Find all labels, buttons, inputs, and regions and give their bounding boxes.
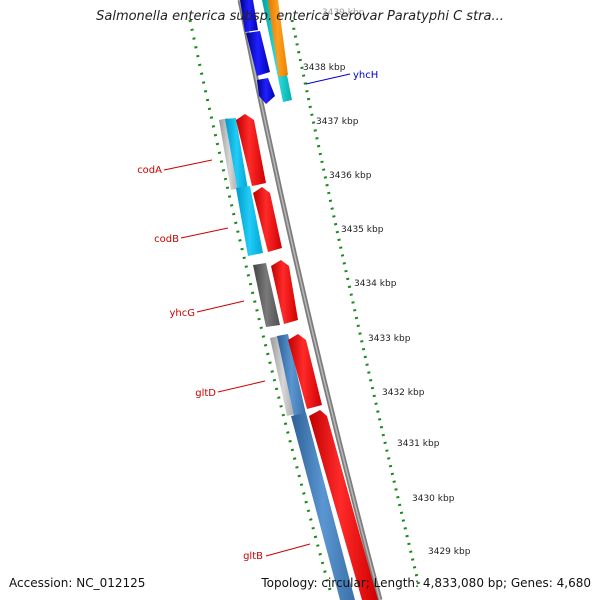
gene-gltD-forward (288, 334, 322, 409)
gene-gltD-blue (277, 334, 306, 416)
gene-forward-top-orange (268, 0, 288, 77)
gene-label-yhcG[interactable]: yhcG (169, 308, 195, 319)
gene-codA-forward (236, 114, 266, 186)
gene-reverse-top (240, 0, 258, 32)
gene-yhcG-forward (271, 260, 298, 324)
gene-labels: yhcH codA codB yhcG gltD gltB (137, 70, 378, 562)
tick-label: 3436 kbp (329, 171, 372, 181)
tick-label: 3437 kbp (316, 117, 359, 127)
tick-label: 3429 kbp (428, 547, 471, 557)
gene-reverse-small (257, 78, 275, 104)
gene-label-yhcH[interactable]: yhcH (353, 70, 378, 81)
tick-label: 3431 kbp (397, 439, 440, 449)
tick-label: 3435 kbp (341, 225, 384, 235)
tick-label: 3433 kbp (368, 334, 411, 344)
accession-text: Accession: NC_012125 (9, 576, 146, 590)
gene-codB-forward (253, 187, 282, 252)
gene-gltD-gray (270, 336, 296, 416)
gene-label-leaders (163, 73, 351, 557)
genome-title: Salmonella enterica subsp. enterica sero… (96, 9, 504, 24)
tick-label: 3432 kbp (382, 388, 425, 398)
gene-label-codB[interactable]: codB (154, 234, 179, 245)
topology-text: Topology: circular; Length: 4,833,080 bp… (261, 576, 591, 590)
gene-yhcG (253, 263, 280, 327)
tick-label: 3438 kbp (303, 63, 346, 73)
tick-labels: 3439 kbp 3438 kbp 3437 kbp 3436 kbp 3435 kbp… (303, 8, 471, 557)
gene-codB (236, 186, 263, 256)
gene-label-codA[interactable]: codA (137, 165, 162, 176)
outer-ruler (290, 19, 422, 591)
tick-label: 3430 kbp (412, 494, 455, 504)
gene-yhcH-reverse (246, 31, 270, 76)
gene-gltB-forward (309, 410, 378, 600)
tick-label: 3434 kbp (354, 279, 397, 289)
forward-strand-genes (236, 0, 378, 600)
reverse-strand-genes (219, 0, 355, 600)
gene-gltB (291, 413, 355, 600)
gene-codA-cyan (225, 118, 248, 192)
gene-label-gltD[interactable]: gltD (195, 388, 216, 399)
inner-ruler (188, 19, 332, 591)
gene-label-gltB[interactable]: gltB (243, 551, 263, 562)
tick-label: 3439 kbp (322, 8, 365, 18)
